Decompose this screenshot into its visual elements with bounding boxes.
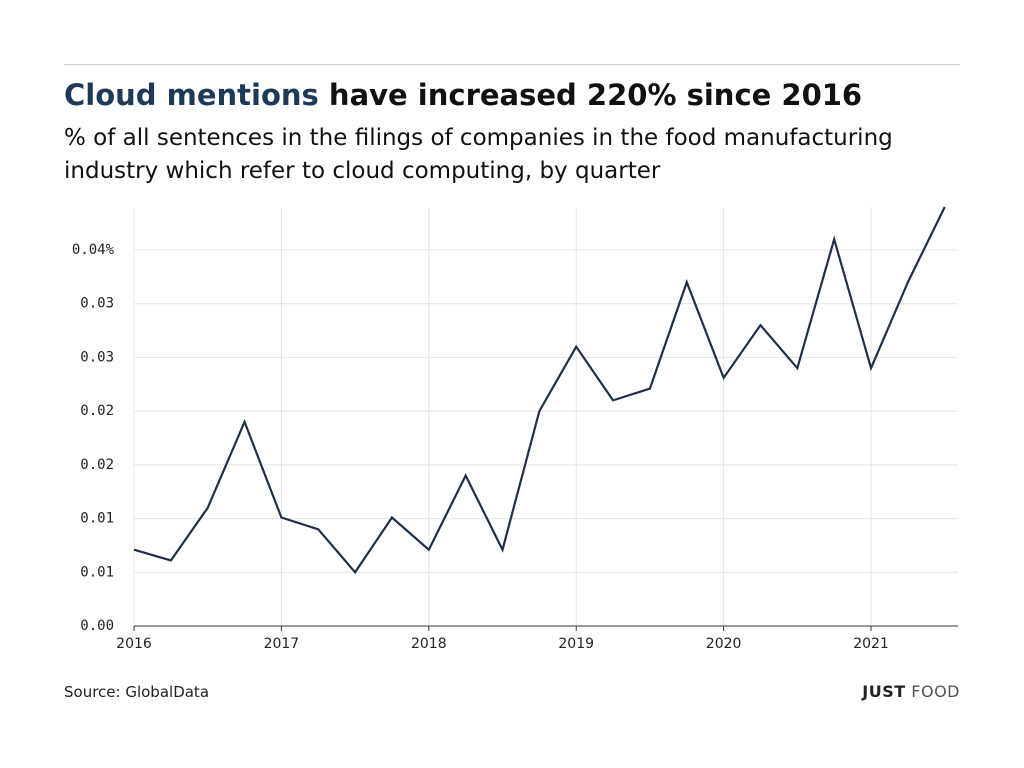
logo: JUST FOOD — [862, 682, 960, 701]
x-tick-label: 2020 — [706, 636, 742, 652]
x-tick-label: 2016 — [116, 636, 152, 652]
y-tick-label: 0.03 — [80, 296, 114, 312]
logo-word: JUST — [862, 682, 906, 701]
x-tick-label: 2019 — [558, 636, 594, 652]
y-tick-label: 0.01 — [80, 511, 114, 527]
y-tick-label: 0.02 — [80, 403, 114, 419]
chart-subtitle: % of all sentences in the filings of com… — [64, 125, 893, 184]
title-highlight: Cloud mentions — [64, 78, 319, 112]
x-tick-label: 2021 — [853, 636, 889, 652]
chart-title: Cloud mentions have increased 220% since… — [64, 78, 964, 112]
y-tick-label: 0.04% — [72, 242, 115, 258]
title-text: have increased 220% since 2016 — [328, 78, 863, 112]
top-rule — [64, 64, 960, 65]
y-tick-label: 0.00 — [80, 618, 114, 634]
y-tick-label: 0.03 — [80, 349, 114, 365]
y-tick-label: 0.01 — [80, 564, 114, 580]
source: Source: GlobalData — [64, 683, 210, 701]
x-tick-label: 2017 — [264, 636, 300, 652]
x-tick-label: 2018 — [411, 636, 447, 652]
logo-word: FOOD — [911, 682, 960, 701]
y-tick-label: 0.02 — [80, 457, 114, 473]
data-line — [133, 206, 946, 575]
